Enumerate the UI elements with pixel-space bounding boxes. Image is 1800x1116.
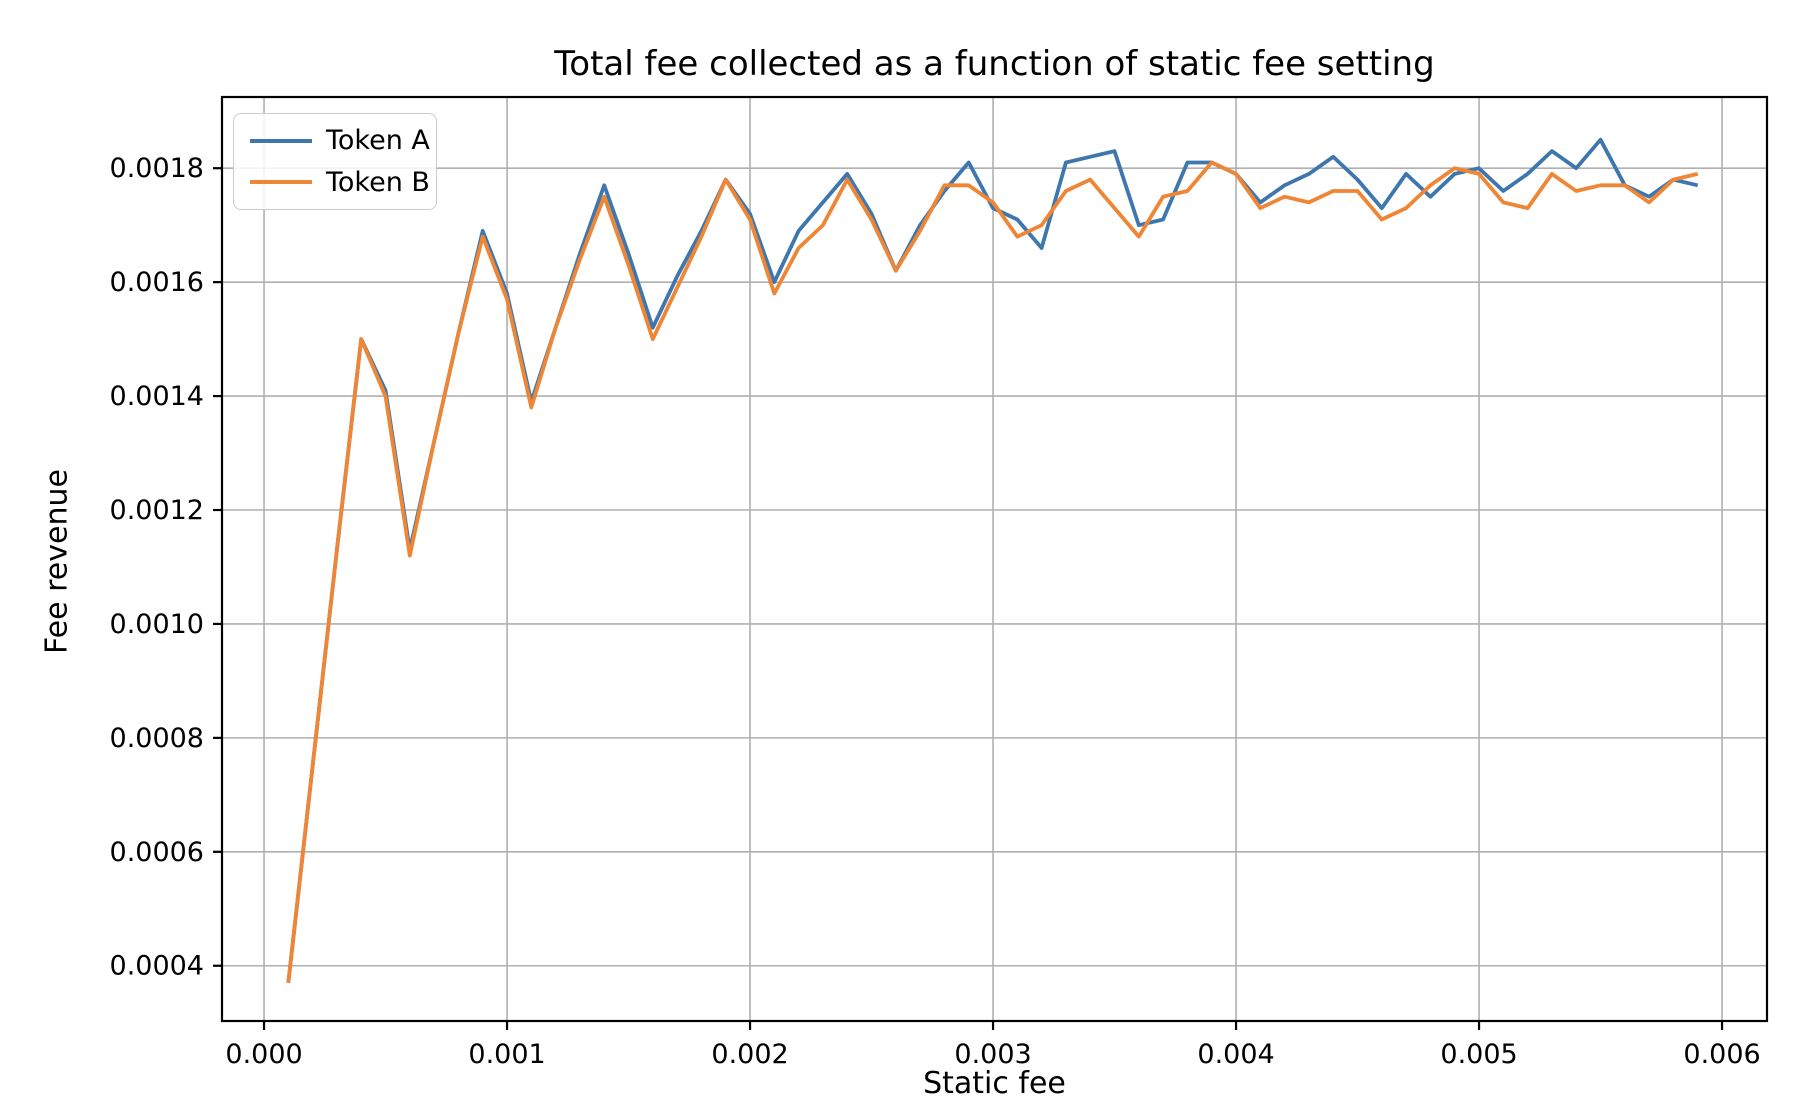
grid-lines	[222, 97, 1767, 1021]
svg-text:0.0004: 0.0004	[110, 951, 204, 982]
svg-text:0.0018: 0.0018	[110, 153, 204, 184]
svg-text:0.006: 0.006	[1683, 1039, 1760, 1070]
legend-label-token-b: Token B	[326, 166, 430, 198]
tick-marks	[213, 167, 1724, 1030]
series-line-token-b	[286, 160, 1699, 984]
series-lines	[286, 137, 1699, 984]
svg-text:0.0010: 0.0010	[110, 609, 204, 640]
svg-text:0.001: 0.001	[468, 1039, 545, 1070]
legend: Token A Token B	[233, 113, 437, 210]
svg-text:0.003: 0.003	[954, 1039, 1031, 1070]
svg-text:0.0012: 0.0012	[110, 495, 204, 526]
svg-text:0.004: 0.004	[1197, 1039, 1274, 1070]
svg-text:0.0016: 0.0016	[110, 267, 204, 298]
svg-text:0.0014: 0.0014	[110, 381, 204, 412]
token-b-line-swatch	[250, 180, 312, 185]
legend-item-token-a: Token A	[234, 127, 436, 154]
tick-labels: 0.000 0.001 0.002 0.003 0.004 0.005 0.006 0.000…	[110, 153, 1761, 1070]
legend-label-token-a: Token A	[326, 125, 430, 157]
chart-title: Total fee collected as a function of sta…	[554, 44, 1435, 84]
x-axis-label: Static fee	[923, 1066, 1066, 1101]
svg-text:0.000: 0.000	[225, 1039, 302, 1070]
svg-text:0.0006: 0.0006	[110, 837, 204, 868]
svg-text:0.002: 0.002	[711, 1039, 788, 1070]
token-a-line-swatch	[250, 138, 312, 143]
svg-text:0.005: 0.005	[1440, 1039, 1517, 1070]
svg-text:0.0008: 0.0008	[110, 723, 204, 754]
y-axis-label: Fee revenue	[39, 469, 75, 654]
axes-frame	[220, 95, 1769, 1023]
legend-item-token-b: Token B	[234, 169, 436, 196]
